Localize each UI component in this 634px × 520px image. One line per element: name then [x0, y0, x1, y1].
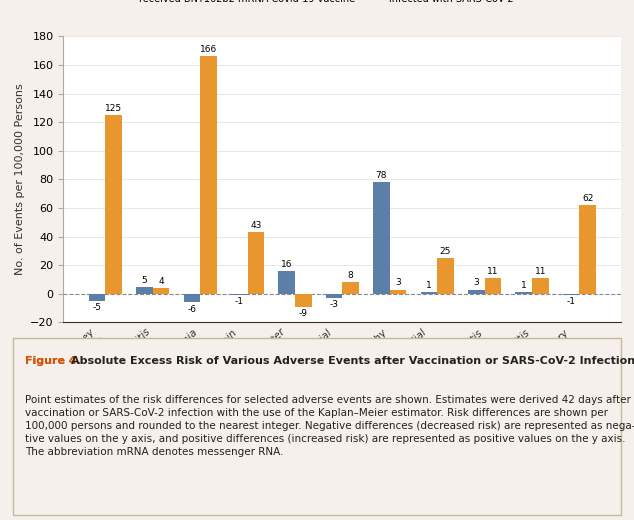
- Text: 43: 43: [250, 221, 262, 230]
- Bar: [342, 282, 359, 294]
- Text: 8: 8: [348, 271, 354, 280]
- Y-axis label: No. of Events per 100,000 Persons: No. of Events per 100,000 Persons: [15, 84, 25, 275]
- Text: 62: 62: [582, 194, 593, 203]
- Bar: [484, 278, 501, 294]
- Text: 3: 3: [395, 278, 401, 288]
- Bar: [89, 294, 105, 301]
- Legend: Risk difference per 100,000 persons who
received BNT162b2 mRNA Covid-19 vaccine,: Risk difference per 100,000 persons who …: [115, 0, 569, 8]
- Text: Figure 4.: Figure 4.: [25, 356, 81, 366]
- Text: -6: -6: [188, 305, 197, 314]
- Bar: [468, 290, 484, 294]
- Text: 16: 16: [281, 260, 292, 269]
- Text: 166: 166: [200, 45, 217, 54]
- Bar: [153, 288, 169, 294]
- Text: Figure 4. Absolute Excess Risk of Various Adverse Events after Vaccination or SA: Figure 4. Absolute Excess Risk of Variou…: [25, 356, 634, 366]
- Bar: [420, 292, 437, 294]
- Text: 5: 5: [141, 276, 147, 284]
- Text: 11: 11: [534, 267, 546, 276]
- Text: 3: 3: [474, 278, 479, 288]
- Text: 11: 11: [487, 267, 498, 276]
- Bar: [247, 232, 264, 294]
- Bar: [326, 294, 342, 298]
- Bar: [373, 182, 390, 294]
- Bar: [200, 56, 217, 294]
- FancyBboxPatch shape: [13, 338, 621, 515]
- Text: -9: -9: [299, 309, 307, 318]
- Bar: [563, 294, 579, 295]
- Bar: [278, 271, 295, 294]
- Text: -1: -1: [235, 297, 243, 306]
- Text: 1: 1: [521, 281, 527, 290]
- Text: 4: 4: [158, 277, 164, 286]
- Bar: [515, 292, 532, 294]
- Bar: [231, 294, 247, 295]
- Bar: [295, 294, 311, 307]
- Bar: [437, 258, 454, 294]
- Bar: [136, 287, 153, 294]
- Text: 25: 25: [440, 247, 451, 256]
- Bar: [390, 290, 406, 294]
- Text: Figure 4.: Figure 4.: [25, 356, 81, 366]
- Text: Absolute Excess Risk of Various Adverse Events after Vaccination or SARS-CoV-2 I: Absolute Excess Risk of Various Adverse …: [70, 356, 634, 366]
- Text: -3: -3: [330, 300, 339, 309]
- Text: -1: -1: [567, 297, 576, 306]
- Bar: [184, 294, 200, 303]
- Text: 125: 125: [105, 104, 122, 113]
- Bar: [105, 115, 122, 294]
- Text: Point estimates of the risk differences for selected adverse events are shown. E: Point estimates of the risk differences …: [25, 395, 634, 458]
- Bar: [579, 205, 596, 294]
- Bar: [532, 278, 548, 294]
- Text: 1: 1: [426, 281, 432, 290]
- Text: 78: 78: [376, 171, 387, 180]
- Text: -5: -5: [93, 303, 101, 312]
